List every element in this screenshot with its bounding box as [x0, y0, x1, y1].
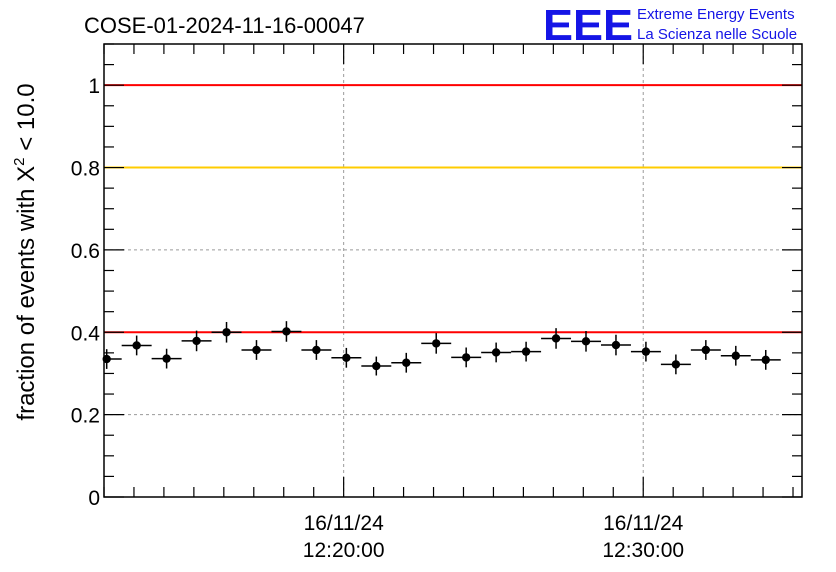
data-point: [361, 356, 392, 376]
data-point: [181, 330, 212, 352]
data-point: [421, 333, 452, 354]
x-tick-label-date: 16/11/24: [304, 512, 385, 535]
point-marker: [701, 345, 711, 355]
y-axis-label: fraction of events with X2 < 10.0: [11, 83, 40, 420]
data-points: [102, 321, 781, 376]
point-marker: [761, 355, 770, 365]
point-marker: [312, 345, 321, 355]
data-point: [331, 347, 362, 368]
eee-logo: EEE Extreme Energy Events La Scienza nel…: [543, 1, 797, 50]
point-marker: [372, 361, 381, 371]
data-point: [660, 354, 691, 375]
point-marker: [402, 358, 411, 367]
point-marker: [461, 353, 471, 362]
logo-line-1: Extreme Energy Events: [637, 6, 795, 23]
data-point: [720, 345, 751, 366]
data-point: [690, 340, 721, 360]
point-marker: [611, 340, 621, 350]
point-marker: [581, 337, 591, 346]
data-point: [630, 341, 661, 362]
data-point: [541, 328, 572, 349]
y-tick-label: 1: [88, 75, 100, 98]
logo-text: EEE: [543, 1, 633, 50]
chart-title: COSE-01-2024-11-16-00047: [84, 13, 365, 38]
point-marker: [342, 353, 351, 363]
point-marker: [551, 334, 561, 343]
data-point: [151, 348, 182, 369]
data-point: [451, 347, 482, 368]
data-point: [511, 341, 542, 362]
point-marker: [162, 354, 171, 363]
y-tick-label: 0.6: [71, 240, 100, 263]
data-point: [600, 334, 631, 356]
y-tick-label: 0.8: [71, 158, 100, 181]
point-marker: [491, 348, 501, 357]
y-tick-label: 0.2: [71, 405, 100, 428]
point-marker: [222, 328, 231, 337]
point-marker: [521, 347, 531, 356]
logo-line-2: La Scienza nelle Scuole: [637, 26, 797, 43]
data-point: [241, 340, 272, 360]
data-point: [391, 352, 422, 373]
data-point: [121, 335, 152, 356]
point-marker: [671, 360, 681, 369]
data-point: [571, 331, 601, 352]
x-tick-label-date: 16/11/24: [603, 512, 684, 535]
tick-labels: 0 0.2 0.4 0.6 0.8 1 16/11/24 12:20:00 16/11/24 12…: [71, 75, 684, 562]
plot-frame: [103, 43, 803, 498]
data-point: [481, 342, 512, 363]
point-marker: [192, 336, 201, 346]
x-tick-label-time: 12:20:00: [303, 539, 385, 562]
data-point: [211, 321, 242, 343]
x-tick-label-time: 12:30:00: [602, 539, 684, 562]
point-marker: [432, 339, 441, 348]
data-point: [271, 321, 302, 342]
point-marker: [252, 345, 261, 355]
point-marker: [641, 347, 651, 356]
point-marker: [282, 327, 291, 336]
y-tick-label: 0.4: [71, 322, 101, 345]
data-point: [301, 340, 332, 360]
point-marker: [132, 341, 141, 350]
point-marker: [731, 351, 740, 360]
data-point: [750, 349, 781, 370]
y-tick-label: 0: [88, 487, 100, 510]
